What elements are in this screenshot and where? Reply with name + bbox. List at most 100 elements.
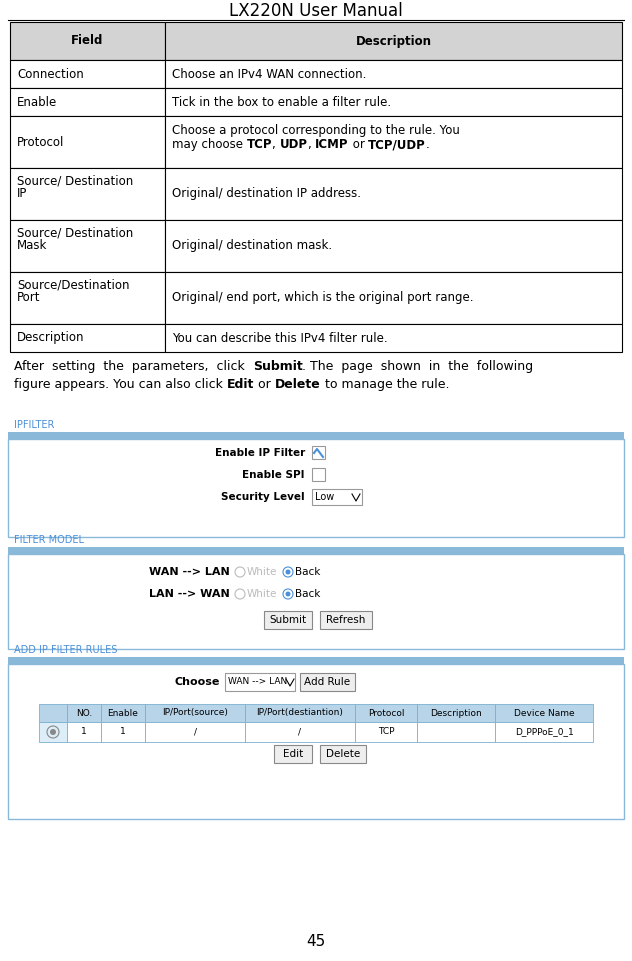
Bar (10, 22, 165, 60)
Text: Choose: Choose (174, 677, 220, 687)
Text: 45: 45 (307, 933, 325, 949)
Bar (225, 673, 295, 691)
Text: Source/ Destination: Source/ Destination (17, 226, 133, 239)
Text: Original/ end port, which is the original port range.: Original/ end port, which is the origina… (172, 291, 473, 305)
Text: ,: , (308, 138, 315, 151)
Bar (165, 324, 622, 352)
Bar (417, 722, 495, 742)
Bar (417, 704, 495, 722)
Text: ,: , (272, 138, 280, 151)
Text: /: / (193, 727, 197, 736)
Text: Field: Field (71, 35, 104, 47)
Text: or: or (254, 378, 275, 391)
Text: Security Level: Security Level (221, 492, 305, 502)
Text: 1: 1 (120, 727, 126, 736)
Bar (165, 22, 622, 60)
Text: Description: Description (355, 35, 432, 47)
Bar (312, 446, 325, 459)
Text: Back: Back (295, 589, 320, 599)
Circle shape (286, 592, 291, 597)
Text: TCP/UDP: TCP/UDP (368, 138, 426, 151)
Bar (355, 704, 417, 722)
Bar (495, 704, 593, 722)
Text: Source/Destination: Source/Destination (17, 278, 130, 291)
Text: Connection: Connection (17, 67, 84, 81)
Text: You can describe this IPv4 filter rule.: You can describe this IPv4 filter rule. (172, 332, 387, 344)
Text: Choose a protocol corresponding to the rule. You: Choose a protocol corresponding to the r… (172, 124, 460, 137)
Bar (10, 272, 165, 324)
Bar (165, 116, 622, 168)
Text: Enable: Enable (17, 95, 58, 109)
Bar (8, 439, 624, 537)
Text: WAN --> LAN: WAN --> LAN (228, 678, 288, 686)
Text: Refresh: Refresh (326, 615, 366, 625)
Text: /: / (298, 727, 301, 736)
Bar (245, 722, 355, 742)
Text: figure appears. You can also click: figure appears. You can also click (14, 378, 227, 391)
Text: Mask: Mask (17, 239, 47, 252)
Text: Back: Back (295, 567, 320, 577)
Bar (320, 745, 366, 763)
Bar (145, 722, 245, 742)
Text: or: or (349, 138, 368, 151)
Bar (320, 611, 372, 629)
Bar (101, 704, 145, 722)
Text: UDP: UDP (280, 138, 308, 151)
Text: IP: IP (17, 187, 27, 200)
Bar (145, 704, 245, 722)
Bar (495, 722, 593, 742)
Text: LX220N User Manual: LX220N User Manual (229, 2, 403, 20)
Text: FILTER MODEL: FILTER MODEL (14, 535, 84, 545)
Text: . The  page  shown  in  the  following: . The page shown in the following (303, 360, 533, 373)
Bar (39, 722, 67, 742)
Text: LAN --> WAN: LAN --> WAN (149, 589, 230, 599)
Text: Submit: Submit (269, 615, 307, 625)
Bar (312, 468, 325, 481)
Bar (101, 722, 145, 742)
Bar (67, 722, 101, 742)
Circle shape (286, 570, 291, 575)
Text: Protocol: Protocol (368, 708, 404, 718)
Text: Protocol: Protocol (17, 136, 64, 149)
Text: ICMP: ICMP (315, 138, 349, 151)
Text: Delete: Delete (275, 378, 321, 391)
Bar (8, 657, 624, 664)
Text: Source/ Destination: Source/ Destination (17, 174, 133, 187)
Bar (165, 168, 622, 220)
Text: IP/Port(destiantion): IP/Port(destiantion) (257, 708, 343, 718)
Text: ADD IP FILTER RULES: ADD IP FILTER RULES (14, 645, 118, 655)
Text: Add Rule: Add Rule (304, 677, 350, 687)
Text: Edit: Edit (283, 749, 303, 759)
Text: White: White (247, 567, 277, 577)
Text: Choose an IPv4 WAN connection.: Choose an IPv4 WAN connection. (172, 67, 367, 81)
Text: After  setting  the  parameters,  click: After setting the parameters, click (14, 360, 253, 373)
Bar (8, 554, 624, 649)
Bar (165, 88, 622, 116)
Text: NO.: NO. (76, 708, 92, 718)
Text: Delete: Delete (326, 749, 360, 759)
Text: Tick in the box to enable a filter rule.: Tick in the box to enable a filter rule. (172, 95, 391, 109)
Text: IPFILTER: IPFILTER (14, 420, 54, 430)
Bar (67, 704, 101, 722)
Bar (8, 547, 624, 554)
Text: Edit: Edit (227, 378, 254, 391)
Circle shape (50, 729, 56, 735)
Text: .: . (426, 138, 430, 151)
Text: Description: Description (430, 708, 482, 718)
Bar (165, 60, 622, 88)
Text: 1: 1 (81, 727, 87, 736)
Text: Enable IP Filter: Enable IP Filter (215, 448, 305, 458)
Text: Device Name: Device Name (514, 708, 574, 718)
Bar (10, 220, 165, 272)
Text: IP/Port(source): IP/Port(source) (162, 708, 228, 718)
Text: to manage the rule.: to manage the rule. (321, 378, 449, 391)
Text: D_PPPoE_0_1: D_PPPoE_0_1 (514, 727, 573, 736)
Bar (355, 722, 417, 742)
Text: Low: Low (315, 492, 334, 502)
Text: may choose: may choose (172, 138, 246, 151)
Bar (10, 168, 165, 220)
Text: Port: Port (17, 291, 40, 304)
Bar (10, 116, 165, 168)
Bar (300, 673, 355, 691)
Bar (264, 611, 312, 629)
